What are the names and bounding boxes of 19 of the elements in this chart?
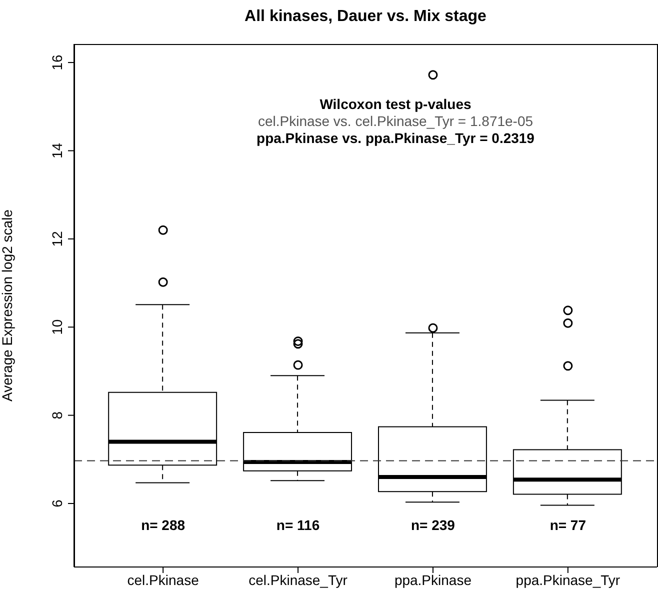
x-tick-label: ppa.Pkinase: [394, 572, 472, 588]
x-tick-label: cel.Pkinase_Tyr: [248, 572, 348, 588]
y-tick-label: 6: [49, 499, 65, 508]
y-tick-label: 10: [49, 319, 65, 335]
annotation: Wilcoxon test p-values: [318, 96, 472, 113]
y-tick-label: 16: [49, 54, 65, 70]
annotation: n= 239: [410, 516, 456, 533]
y-tick-label: 14: [49, 142, 65, 159]
x-tick-label: cel.Pkinase: [127, 572, 200, 588]
annotation: cel.Pkinase vs. cel.Pkinase_Tyr = 1.871e-05: [256, 113, 534, 130]
annotation: ppa.Pkinase vs. ppa.Pkinase_Tyr = 0.2319: [256, 130, 536, 147]
annotation: n= 116: [275, 516, 321, 533]
annotation: n= 288: [140, 516, 186, 533]
x-tick-label: ppa.Pkinase_Tyr: [516, 572, 620, 588]
y-axis-title: Average Expression log2 scale: [0, 209, 15, 402]
chart-title: All kinases, Dauer vs. Mix stage: [244, 8, 488, 26]
y-tick-label: 12: [49, 230, 65, 247]
y-tick-label: 8: [49, 411, 65, 420]
annotation: n= 77: [548, 516, 588, 533]
